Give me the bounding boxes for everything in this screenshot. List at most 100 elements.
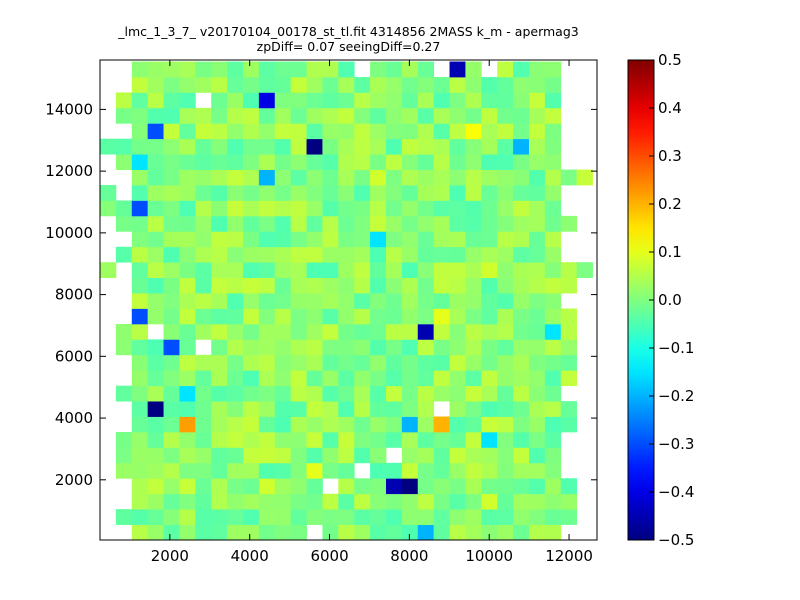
heatmap-cell (385, 215, 403, 232)
heatmap-cell (195, 246, 212, 263)
heatmap-cell (274, 123, 292, 140)
y-tick-label: 12000 (45, 162, 93, 180)
heatmap-cell (449, 416, 466, 433)
heatmap-cells (100, 61, 593, 541)
heatmap-cell (513, 200, 530, 217)
heatmap-cell (306, 92, 323, 109)
heatmap-cell (163, 231, 180, 248)
heatmap-cell (513, 107, 530, 124)
heatmap-cell (385, 416, 403, 433)
heatmap-cell (131, 478, 149, 495)
heatmap-cell (354, 277, 371, 294)
heatmap-cell (528, 308, 546, 325)
heatmap-cell (290, 339, 307, 356)
heatmap-cell (258, 370, 276, 387)
heatmap-cell (481, 76, 498, 93)
heatmap-cell (147, 401, 164, 417)
heatmap-cell (211, 262, 228, 279)
heatmap-cell (290, 61, 307, 78)
y-tick-label: 8000 (55, 286, 93, 304)
heatmap-cell (338, 215, 355, 232)
heatmap-cell (497, 401, 514, 417)
heatmap-cell (274, 524, 292, 541)
heatmap-cell (401, 246, 419, 263)
heatmap-cell (290, 277, 307, 294)
heatmap-cell (481, 370, 498, 387)
heatmap-cell (242, 246, 260, 263)
heatmap-cell (147, 215, 164, 232)
heatmap-cell (306, 370, 323, 387)
heatmap-cell (417, 215, 435, 232)
heatmap-cell (163, 447, 180, 464)
heatmap-cell (465, 185, 482, 201)
heatmap-cell (227, 308, 244, 325)
heatmap-cell (306, 138, 323, 155)
heatmap-cell (274, 231, 292, 248)
heatmap-cell (513, 323, 530, 340)
heatmap-cell (497, 262, 514, 279)
heatmap-cell (147, 478, 164, 495)
colorbar-tick-label: −0.4 (658, 483, 694, 501)
heatmap-cell (195, 185, 212, 201)
heatmap-cell (370, 262, 387, 279)
heatmap-cell (338, 370, 355, 387)
heatmap-cell (433, 107, 450, 124)
heatmap-cell (385, 401, 403, 417)
heatmap-cell (322, 308, 339, 325)
heatmap-cell (147, 385, 164, 402)
heatmap-cell (513, 385, 530, 402)
heatmap-cell (528, 277, 546, 294)
heatmap-cell (195, 61, 212, 78)
heatmap-cell (306, 61, 323, 78)
heatmap-cell (163, 308, 180, 325)
heatmap-cell (131, 447, 149, 464)
heatmap-cell (338, 61, 355, 78)
heatmap-cell (465, 231, 482, 248)
heatmap-cell (513, 509, 530, 525)
heatmap-cell (163, 509, 180, 525)
heatmap-cell (242, 231, 260, 248)
heatmap-cell (163, 138, 180, 155)
heatmap-cell (528, 493, 546, 510)
heatmap-cell (131, 123, 149, 140)
heatmap-cell (322, 385, 339, 402)
heatmap-cell (163, 416, 180, 433)
heatmap-cell (449, 509, 466, 525)
heatmap-cell (370, 215, 387, 232)
heatmap-cell (401, 200, 419, 217)
heatmap-cell (306, 200, 323, 217)
heatmap-cell (258, 138, 276, 155)
heatmap-cell (528, 447, 546, 464)
heatmap-cell (258, 509, 276, 525)
heatmap-cell (290, 138, 307, 155)
heatmap-cell (433, 246, 450, 263)
heatmap-cell (179, 246, 196, 263)
heatmap-cell (274, 370, 292, 387)
heatmap-cell (163, 107, 180, 124)
heatmap-cell (465, 416, 482, 433)
heatmap-cell (211, 385, 228, 402)
heatmap-cell (465, 262, 482, 279)
heatmap-cell (417, 447, 435, 464)
heatmap-cell (560, 262, 578, 279)
heatmap-cell (449, 524, 466, 541)
heatmap-cell (465, 76, 482, 93)
heatmap-cell (211, 231, 228, 248)
heatmap-cell (544, 92, 562, 109)
heatmap-cell (227, 246, 244, 263)
heatmap-cell (274, 138, 292, 155)
heatmap-cell (385, 308, 403, 325)
heatmap-cell (242, 123, 260, 140)
heatmap-cell (242, 76, 260, 93)
heatmap-cell (513, 354, 530, 371)
heatmap-cell (354, 138, 371, 155)
colorbar-tick-label: 0.3 (658, 147, 682, 165)
heatmap-cell (290, 478, 307, 495)
heatmap-cell (528, 524, 546, 541)
heatmap-cell (258, 262, 276, 279)
heatmap-cell (338, 107, 355, 124)
heatmap-cell (417, 462, 435, 479)
heatmap-cell (481, 354, 498, 371)
heatmap-cell (513, 339, 530, 356)
heatmap-cell (481, 493, 498, 510)
